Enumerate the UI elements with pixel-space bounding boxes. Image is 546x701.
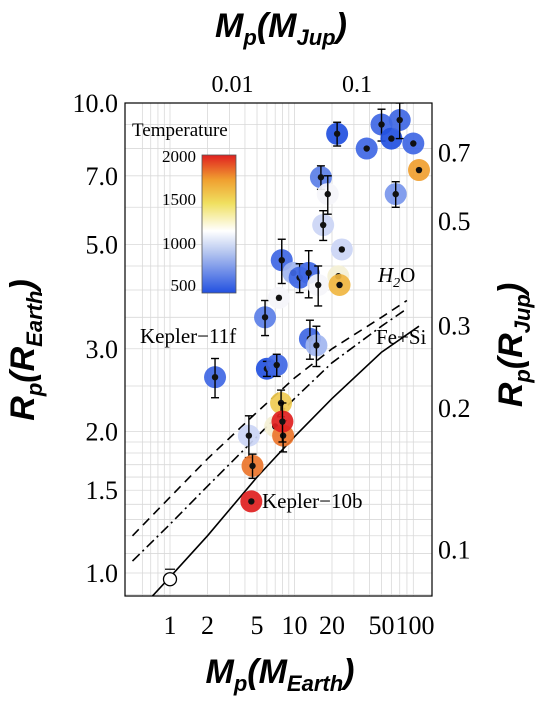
planet-point	[279, 418, 286, 425]
colorbar-legend: Temperature 500 1000 1500 2000	[132, 120, 237, 295]
x-tick-label: 5	[251, 611, 264, 640]
planet-point	[338, 246, 346, 253]
y-right-tick-label: 0.3	[438, 311, 471, 340]
planet-point	[249, 462, 256, 470]
planet-point	[333, 130, 341, 137]
planet-point	[278, 256, 285, 264]
planet-point	[211, 373, 219, 381]
annotation-kepler-11f: Kepler−11f	[140, 324, 236, 348]
left-axis-title: Rp(REarth)	[4, 279, 47, 420]
y-right-tick-label: 0.7	[438, 138, 471, 167]
y-right-tick-label: 0.2	[438, 394, 471, 423]
x-tick-label: 1	[164, 611, 177, 640]
x-tick-label: 10	[282, 611, 308, 640]
planet-point	[410, 140, 417, 147]
y-right-tick-label: 0.5	[438, 207, 471, 236]
planet-point	[275, 294, 283, 302]
y-tick-label: 10.0	[73, 89, 119, 118]
planet-point	[261, 314, 269, 321]
colorbar-tick: 500	[171, 276, 197, 295]
planet-point	[245, 432, 253, 439]
y-tick-label: 2.0	[86, 418, 119, 447]
planet-point	[336, 281, 343, 289]
annotation-h2o: H2O	[377, 263, 415, 291]
y-tick-label: 1.0	[86, 559, 119, 588]
planet-point	[363, 145, 370, 152]
planet-point	[388, 135, 395, 142]
planet-point	[305, 269, 312, 277]
plot-frame	[124, 102, 433, 597]
y-tick-label: 3.0	[86, 335, 119, 364]
planet-point	[248, 498, 255, 505]
planet-point	[378, 121, 385, 128]
colorbar	[201, 154, 237, 294]
planet-points	[162, 103, 430, 587]
planet-point	[324, 190, 331, 198]
y-tick-label: 1.5	[86, 476, 119, 505]
annotation-kepler-10b: Kepler−10b	[262, 489, 362, 513]
axis-ticks: 1 2 5 10 20 50 100 0.01 0.1 1.0 1.5 2.0 3.0 5.0 7.0 10.…	[73, 72, 471, 640]
annotation-fe-si: Fe+Si	[376, 325, 427, 349]
y-tick-label: 7.0	[86, 162, 119, 191]
planet-point	[273, 361, 280, 369]
top-axis-title: Mp(MJup)	[215, 7, 347, 50]
y-tick-label: 5.0	[86, 230, 119, 259]
x-tick-label: 100	[396, 611, 435, 640]
model-curve	[151, 325, 420, 596]
planet-point	[392, 190, 399, 198]
colorbar-tick: 2000	[162, 147, 196, 166]
x-tick-label: 50	[369, 611, 395, 640]
colorbar-tick: 1500	[162, 190, 196, 209]
y-right-tick-label: 0.1	[438, 536, 471, 565]
bottom-axis-title: Mp(MEarth)	[205, 653, 354, 696]
x-top-tick-label: 0.1	[342, 72, 372, 98]
planet-point	[317, 174, 325, 181]
colorbar-tick: 1000	[162, 234, 196, 253]
planet-point	[314, 281, 322, 289]
x-tick-label: 20	[319, 611, 345, 640]
x-tick-label: 2	[201, 611, 214, 640]
right-axis-title: Rp(RJup)	[492, 283, 535, 407]
planet-point	[396, 116, 403, 124]
planet-point	[313, 342, 320, 349]
colorbar-title: Temperature	[132, 120, 228, 141]
planet-point	[415, 166, 423, 174]
x-top-tick-label: 0.01	[212, 72, 254, 98]
planet-point	[319, 221, 327, 229]
earth-marker	[162, 572, 178, 587]
